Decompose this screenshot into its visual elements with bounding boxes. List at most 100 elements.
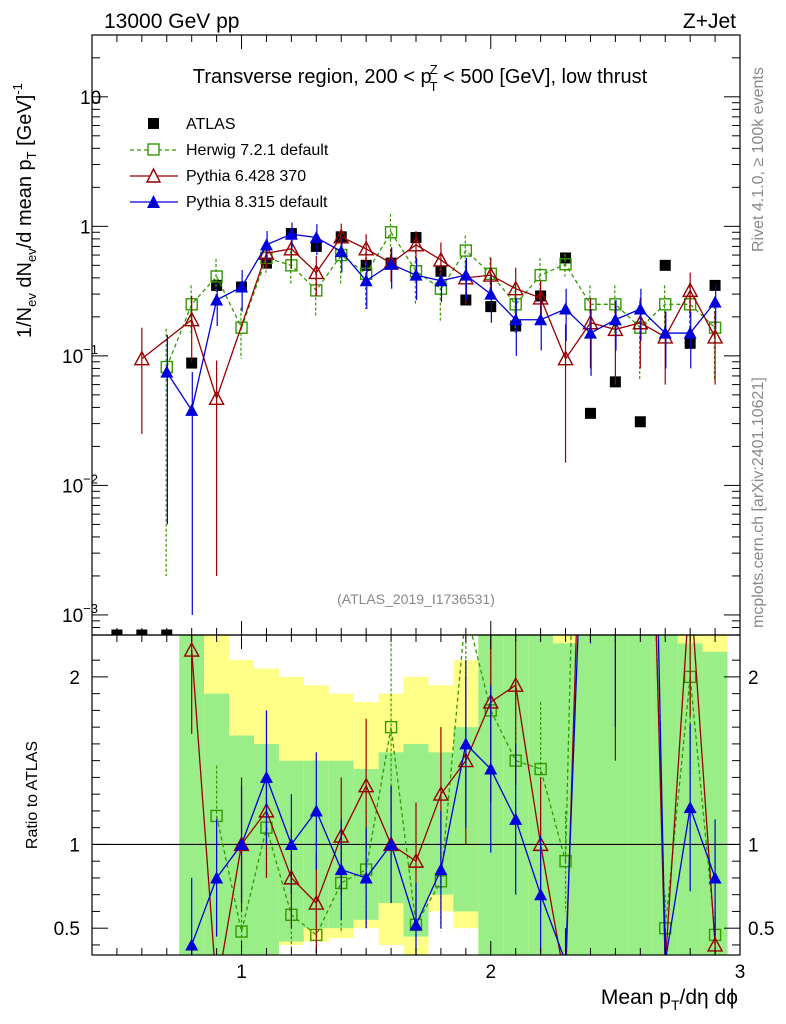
data-point-atlas: [560, 252, 572, 264]
chart-title: Transverse region, 200 < pZ T < 500 [GeV]…: [193, 62, 648, 94]
ratio-point-pythia6: [507, 676, 524, 692]
main-y-axis-label: 1/Nev dNev/d mean pT [GeV]-1: [10, 83, 39, 338]
ratio-y-tick-label-right: 1: [748, 835, 759, 856]
data-point-herwig: [534, 268, 547, 282]
main-y-tick-label: 1: [80, 217, 91, 238]
data-point-pythia8: [185, 403, 199, 416]
data-point-herwig: [235, 321, 248, 334]
ratio-point-pythia8: [309, 804, 323, 817]
axes: 1 2 3 10−3 10−2 10−1 1 10 0.5 0.5 1 1 2 2: [54, 34, 774, 983]
ratio-point-herwig: [384, 720, 398, 734]
legend-marker-pythia8: [147, 195, 160, 208]
series-line-pythia6: [141, 235, 716, 401]
data-point-pythia8: [359, 274, 373, 287]
ratio-point-pythia8: [235, 837, 249, 850]
x-tick-label: 3: [735, 962, 746, 983]
data-point-pythia8: [235, 280, 249, 293]
main-y-tick-label: 10−3: [62, 601, 98, 627]
ratio-y-tick-label-left: 0.5: [54, 919, 80, 940]
ratio-point-pythia8: [534, 888, 548, 901]
ratio-bands: [179, 635, 728, 955]
data-point-pythia8: [434, 274, 448, 287]
legend-marker-herwig: [147, 143, 160, 156]
data-point-pythia8: [210, 293, 224, 306]
data-point-pythia6: [532, 289, 549, 305]
ratio-y-axis-label: Ratio to ATLAS: [24, 741, 41, 849]
rivet-label: Rivet 4.1.0, ≥ 100k events: [750, 67, 767, 252]
data-point-pythia8: [409, 268, 423, 281]
data-point-pythia8: [459, 268, 473, 281]
ratio-point-herwig: [235, 925, 248, 938]
ratio-line-pythia8: [191, 635, 716, 955]
data-point-atlas: [634, 416, 646, 428]
data-point-herwig: [459, 244, 473, 257]
data-point-pythia6: [407, 236, 425, 252]
band-green-bin: [578, 635, 603, 955]
ratio-point-pythia6: [432, 785, 450, 801]
main-y-tick-label: 10−1: [62, 342, 98, 368]
ratio-point-pythia8: [185, 938, 199, 951]
data-point-pythia6: [432, 251, 450, 267]
data-point-pythia6: [283, 240, 300, 256]
ratio-point-pythia8: [609, 503, 622, 515]
data-point-pythia8: [658, 326, 672, 339]
ratio-point-pythia8: [659, 955, 672, 967]
data-point-pythia6: [357, 240, 375, 256]
data-point-pythia8: [708, 295, 722, 308]
data-point-pythia6: [482, 266, 499, 282]
ratio-point-pythia8: [409, 918, 423, 931]
data-point-pythia8: [259, 238, 273, 251]
data-point-pythia8: [334, 244, 348, 257]
data-point-atlas: [659, 259, 671, 271]
band-green-bin: [627, 635, 653, 955]
legend-label-pythia6: Pythia 6.428 370: [186, 168, 306, 185]
legend-marker-atlas: [148, 118, 159, 129]
ratio-panel-data: [92, 167, 740, 996]
ratio-y-tick-label-right: 0.5: [748, 919, 774, 940]
data-point-pythia8: [608, 313, 622, 326]
ratio-point-herwig: [534, 762, 547, 776]
data-point-pythia6: [507, 280, 524, 296]
data-point-pythia6: [557, 350, 574, 366]
ratio-point-pythia6: [583, 167, 597, 180]
header-left: 13000 GeV pp: [104, 10, 239, 33]
x-tick-label: 2: [485, 962, 496, 983]
ratio-point-pythia8: [259, 770, 273, 783]
ratio-point-pythia8: [434, 863, 448, 876]
data-point-atlas: [186, 357, 198, 369]
ratio-point-pythia8: [559, 955, 572, 967]
data-point-pythia8: [160, 365, 174, 378]
data-point-pythia8: [309, 230, 323, 244]
data-point-pythia8: [633, 302, 647, 315]
data-point-pythia6: [681, 281, 699, 298]
ratio-y-tick-label-left: 1: [69, 835, 80, 856]
legend-label-atlas: ATLAS: [186, 116, 236, 133]
ratio-point-pythia6: [658, 958, 672, 971]
data-point-pythia6: [208, 389, 225, 405]
ratio-point-pythia6: [210, 983, 224, 996]
main-y-tick-label: 10−2: [62, 471, 98, 497]
ratio-point-pythia8: [384, 837, 398, 850]
ratio-point-pythia6: [183, 641, 200, 657]
ratio-point-pythia8: [459, 737, 473, 750]
legend-label-pythia8: Pythia 8.315 default: [186, 194, 328, 211]
x-tick-label: 1: [236, 962, 247, 983]
ratio-point-pythia6: [407, 852, 425, 868]
data-point-pythia6: [183, 311, 200, 327]
main-panel-data: [111, 213, 724, 635]
ratio-point-pythia8: [509, 812, 523, 825]
data-point-pythia8: [683, 326, 697, 339]
series-line-herwig: [166, 231, 716, 368]
ratio-point-pythia8: [359, 871, 373, 884]
data-point-herwig: [559, 258, 572, 271]
main-y-tick-label: 10: [80, 88, 101, 109]
analysis-watermark: (ATLAS_2019_I1736531): [337, 591, 495, 607]
data-point-herwig: [384, 226, 398, 239]
data-point-atlas: [584, 407, 596, 419]
ratio-point-pythia6: [608, 586, 622, 599]
ratio-point-pythia8: [683, 801, 697, 814]
ratio-point-pythia8: [334, 863, 348, 876]
header-right: Z+Jet: [683, 10, 736, 33]
ratio-point-pythia8: [284, 837, 298, 850]
ratio-line-pythia6: [191, 635, 716, 955]
